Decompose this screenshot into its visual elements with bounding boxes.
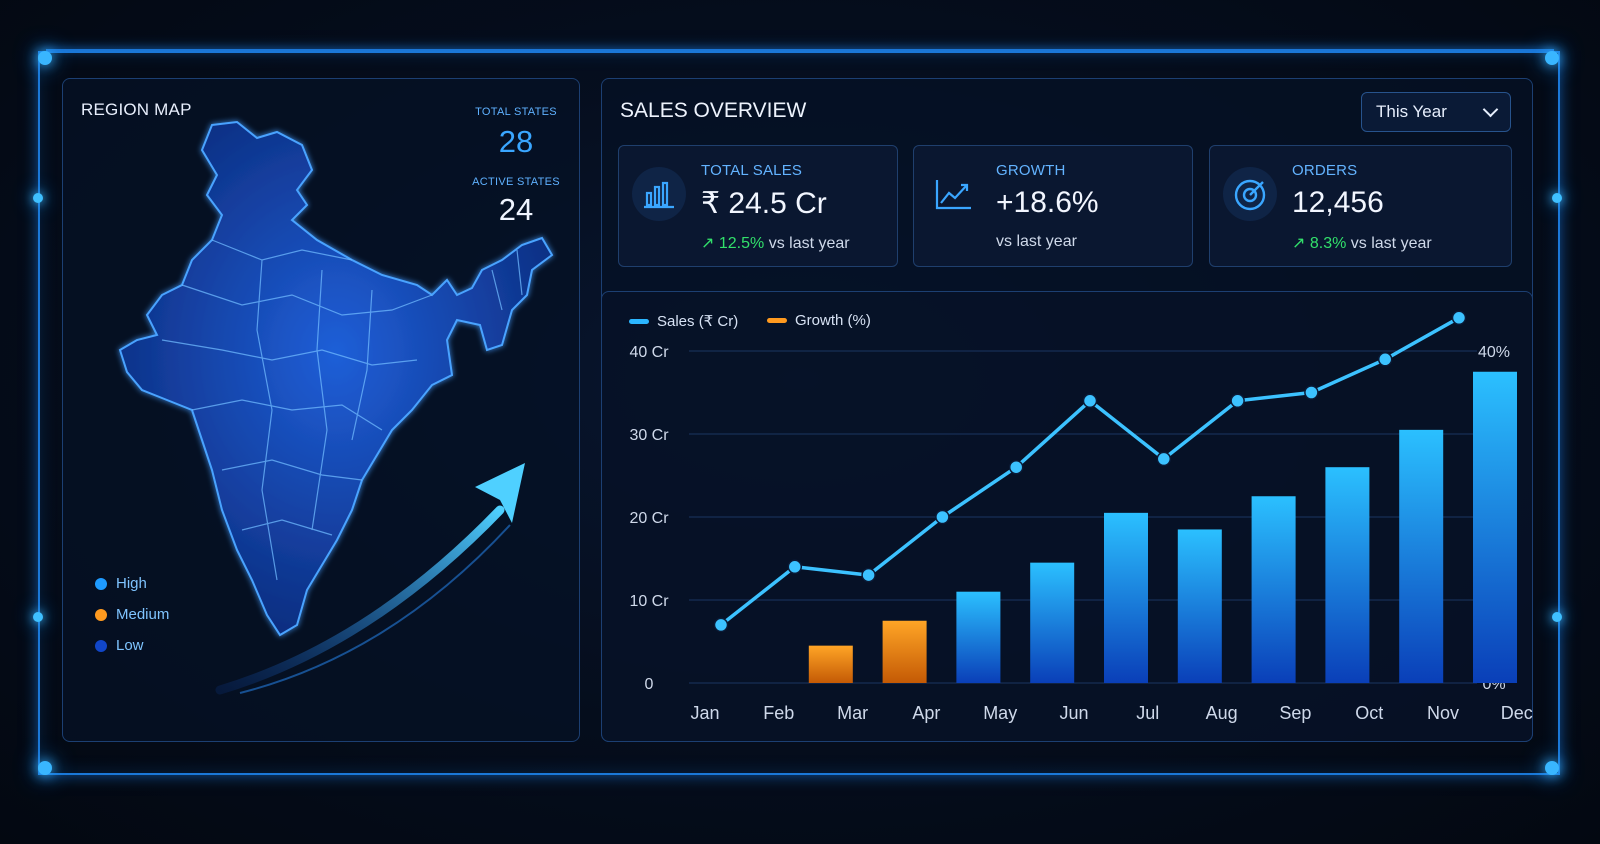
high-dot [95, 577, 107, 590]
x-tick-label: Apr [912, 703, 940, 723]
map-legend-low-label: Low [116, 637, 144, 654]
y-tick-label: 10 Cr [629, 593, 669, 610]
map-legend-high: High [95, 575, 147, 592]
growth-point [1377, 352, 1393, 367]
sales-bar [1399, 429, 1444, 683]
sales-bar [882, 620, 927, 683]
dashboard-frame [38, 51, 1560, 775]
y-tick-label: 0 [645, 676, 654, 693]
map-legend-low: Low [95, 637, 144, 654]
sales-bar [1030, 562, 1075, 683]
chart-legend-growth: Growth (%) [767, 312, 871, 329]
frame-node [33, 612, 43, 622]
kpi-change-value: 12.5% [718, 235, 765, 252]
map-legend-medium: Medium [95, 606, 169, 623]
kpi-total-sales: TOTAL SALES ₹ 24.5 Cr ↗ 12.5% vs last ye… [618, 145, 898, 267]
growth-swatch [767, 318, 787, 323]
medium-dot [95, 608, 107, 621]
x-tick-label: Dec [1501, 703, 1533, 723]
up-arrow-icon: ↗ [701, 235, 715, 252]
growth-point [1451, 310, 1467, 326]
kpi-change-suffix: vs last year [1350, 235, 1432, 252]
kpi-value: +18.6% [996, 186, 1099, 219]
up-arrow-icon: ↗ [1292, 235, 1306, 252]
frame-corner [1545, 51, 1559, 65]
growth-point [713, 617, 729, 633]
sales-bar [1473, 371, 1517, 683]
kpi-change-suffix: vs last year [996, 233, 1077, 250]
growth-point [1082, 393, 1098, 409]
x-tick-label: Jan [690, 703, 719, 723]
sales-bar [808, 645, 853, 683]
period-select-value: This Year [1376, 102, 1447, 121]
y-tick-label: 40 Cr [629, 344, 669, 361]
kpi-label: ORDERS [1292, 162, 1358, 179]
y-tick-label: 20 Cr [629, 510, 669, 527]
kpi-growth: GROWTH +18.6% vs last year [913, 145, 1193, 267]
growth-point [1230, 393, 1245, 409]
total-states-label: TOTAL STATES [475, 106, 557, 118]
growth-point [787, 559, 803, 575]
x-tick-label: Nov [1427, 703, 1459, 723]
kpi-label: GROWTH [996, 162, 1066, 179]
growth-point [1008, 459, 1024, 475]
frame-node [1552, 193, 1562, 203]
sales-bar [1251, 496, 1296, 683]
chart-legend-growth-label: Growth (%) [795, 312, 871, 329]
kpi-change-value: 8.3% [1309, 235, 1347, 252]
chart-legend-sales: Sales (₹ Cr) [629, 312, 738, 330]
sales-bar [1104, 512, 1148, 683]
trend-arrow-icon [215, 463, 525, 695]
sales-bar [1325, 467, 1370, 683]
kpi-change: vs last year [996, 233, 1077, 251]
chevron-down-icon [1482, 101, 1499, 118]
frame-corner [38, 51, 52, 65]
x-tick-label: May [983, 703, 1017, 723]
x-tick-label: Sep [1279, 703, 1311, 723]
frame-corner [1545, 761, 1559, 775]
sales-swatch [629, 318, 649, 324]
region-map-title: REGION MAP [81, 100, 192, 119]
kpi-value: 12,456 [1292, 186, 1384, 219]
kpi-change: ↗ 8.3% vs last year [1292, 233, 1432, 253]
sales-overview-title: SALES OVERVIEW [620, 99, 807, 122]
y-tick-label: 30 Cr [629, 427, 669, 444]
sales-bar [1177, 529, 1222, 683]
kpi-orders: ORDERS 12,456 ↗ 8.3% vs last year [1209, 145, 1512, 267]
kpi-change-suffix: vs last year [768, 235, 850, 252]
total-states-value: 28 [498, 124, 534, 159]
low-dot [95, 639, 107, 652]
active-states-value: 24 [498, 192, 534, 227]
active-states-label: ACTIVE STATES [472, 176, 560, 188]
kpi-label: TOTAL SALES [701, 162, 803, 179]
map-legend-medium-label: Medium [116, 606, 170, 623]
sales-bar [956, 591, 1001, 683]
frame-corner [38, 761, 52, 775]
growth-point [1156, 451, 1172, 467]
frame-node [33, 193, 43, 203]
india-map-icon [118, 120, 554, 637]
kpi-value: ₹ 24.5 Cr [701, 187, 827, 220]
x-tick-label: Jun [1059, 703, 1088, 723]
map-legend-high-label: High [116, 575, 147, 592]
x-tick-label: Mar [837, 703, 868, 723]
growth-point [935, 509, 950, 525]
x-tick-label: Jul [1136, 703, 1159, 723]
x-tick-label: Feb [763, 703, 794, 723]
x-tick-label: Oct [1355, 703, 1383, 723]
x-tick-label: Aug [1206, 703, 1238, 723]
y2-tick-label: 40% [1478, 344, 1510, 361]
line-chart-icon [927, 167, 981, 221]
growth-point [861, 567, 876, 583]
period-select[interactable]: This Year [1361, 92, 1511, 132]
frame-node [1552, 612, 1562, 622]
target-icon [1223, 167, 1277, 221]
chart-legend-sales-label: Sales (₹ Cr) [657, 313, 739, 330]
growth-point [1304, 385, 1319, 400]
bar-chart-icon [632, 167, 686, 221]
kpi-change: ↗ 12.5% vs last year [701, 233, 850, 253]
frame-top-line [46, 49, 1554, 51]
